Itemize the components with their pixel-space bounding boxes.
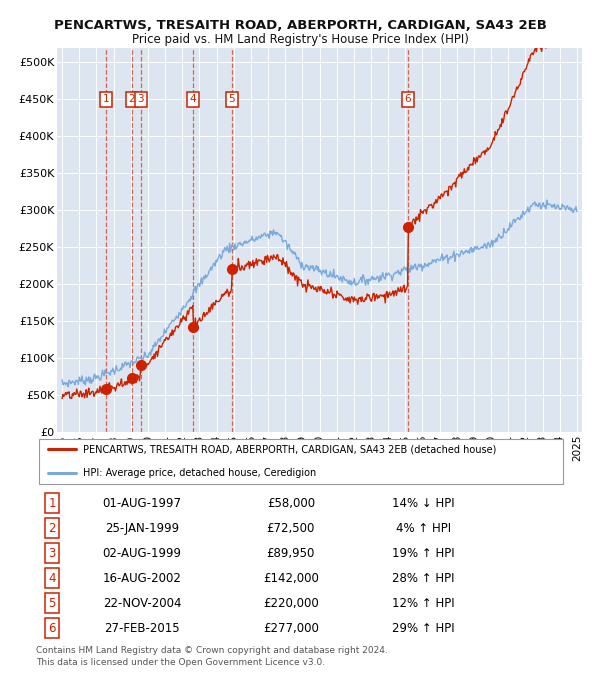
Text: £277,000: £277,000	[263, 622, 319, 634]
Text: 6: 6	[404, 95, 411, 104]
Text: 19% ↑ HPI: 19% ↑ HPI	[392, 547, 455, 560]
Text: 2: 2	[128, 95, 135, 104]
Text: 25-JAN-1999: 25-JAN-1999	[105, 522, 179, 535]
Text: 01-AUG-1997: 01-AUG-1997	[103, 497, 182, 510]
Text: 28% ↑ HPI: 28% ↑ HPI	[392, 572, 455, 585]
Text: HPI: Average price, detached house, Ceredigion: HPI: Average price, detached house, Cere…	[83, 469, 316, 478]
Text: 3: 3	[137, 95, 144, 104]
Text: £89,950: £89,950	[266, 547, 315, 560]
Text: 1: 1	[48, 497, 56, 510]
Text: 29% ↑ HPI: 29% ↑ HPI	[392, 622, 455, 634]
Text: 2: 2	[48, 522, 56, 535]
Text: 3: 3	[48, 547, 56, 560]
Text: 4% ↑ HPI: 4% ↑ HPI	[396, 522, 451, 535]
Text: 5: 5	[48, 596, 56, 610]
Text: £58,000: £58,000	[267, 497, 315, 510]
Text: 4: 4	[190, 95, 196, 104]
Text: 1: 1	[103, 95, 110, 104]
Text: 02-AUG-1999: 02-AUG-1999	[103, 547, 182, 560]
Text: 5: 5	[229, 95, 235, 104]
Text: 22-NOV-2004: 22-NOV-2004	[103, 596, 181, 610]
Text: £72,500: £72,500	[266, 522, 315, 535]
Text: This data is licensed under the Open Government Licence v3.0.: This data is licensed under the Open Gov…	[36, 658, 325, 666]
FancyBboxPatch shape	[38, 439, 563, 484]
Text: 16-AUG-2002: 16-AUG-2002	[103, 572, 182, 585]
Text: Contains HM Land Registry data © Crown copyright and database right 2024.: Contains HM Land Registry data © Crown c…	[36, 646, 388, 655]
Text: 14% ↓ HPI: 14% ↓ HPI	[392, 497, 455, 510]
Text: £142,000: £142,000	[263, 572, 319, 585]
Text: Price paid vs. HM Land Registry's House Price Index (HPI): Price paid vs. HM Land Registry's House …	[131, 33, 469, 46]
Text: 27-FEB-2015: 27-FEB-2015	[104, 622, 180, 634]
Text: 12% ↑ HPI: 12% ↑ HPI	[392, 596, 455, 610]
Text: PENCARTWS, TRESAITH ROAD, ABERPORTH, CARDIGAN, SA43 2EB: PENCARTWS, TRESAITH ROAD, ABERPORTH, CAR…	[53, 19, 547, 32]
Text: PENCARTWS, TRESAITH ROAD, ABERPORTH, CARDIGAN, SA43 2EB (detached house): PENCARTWS, TRESAITH ROAD, ABERPORTH, CAR…	[83, 445, 496, 454]
Text: 6: 6	[48, 622, 56, 634]
Text: £220,000: £220,000	[263, 596, 319, 610]
Text: 4: 4	[48, 572, 56, 585]
